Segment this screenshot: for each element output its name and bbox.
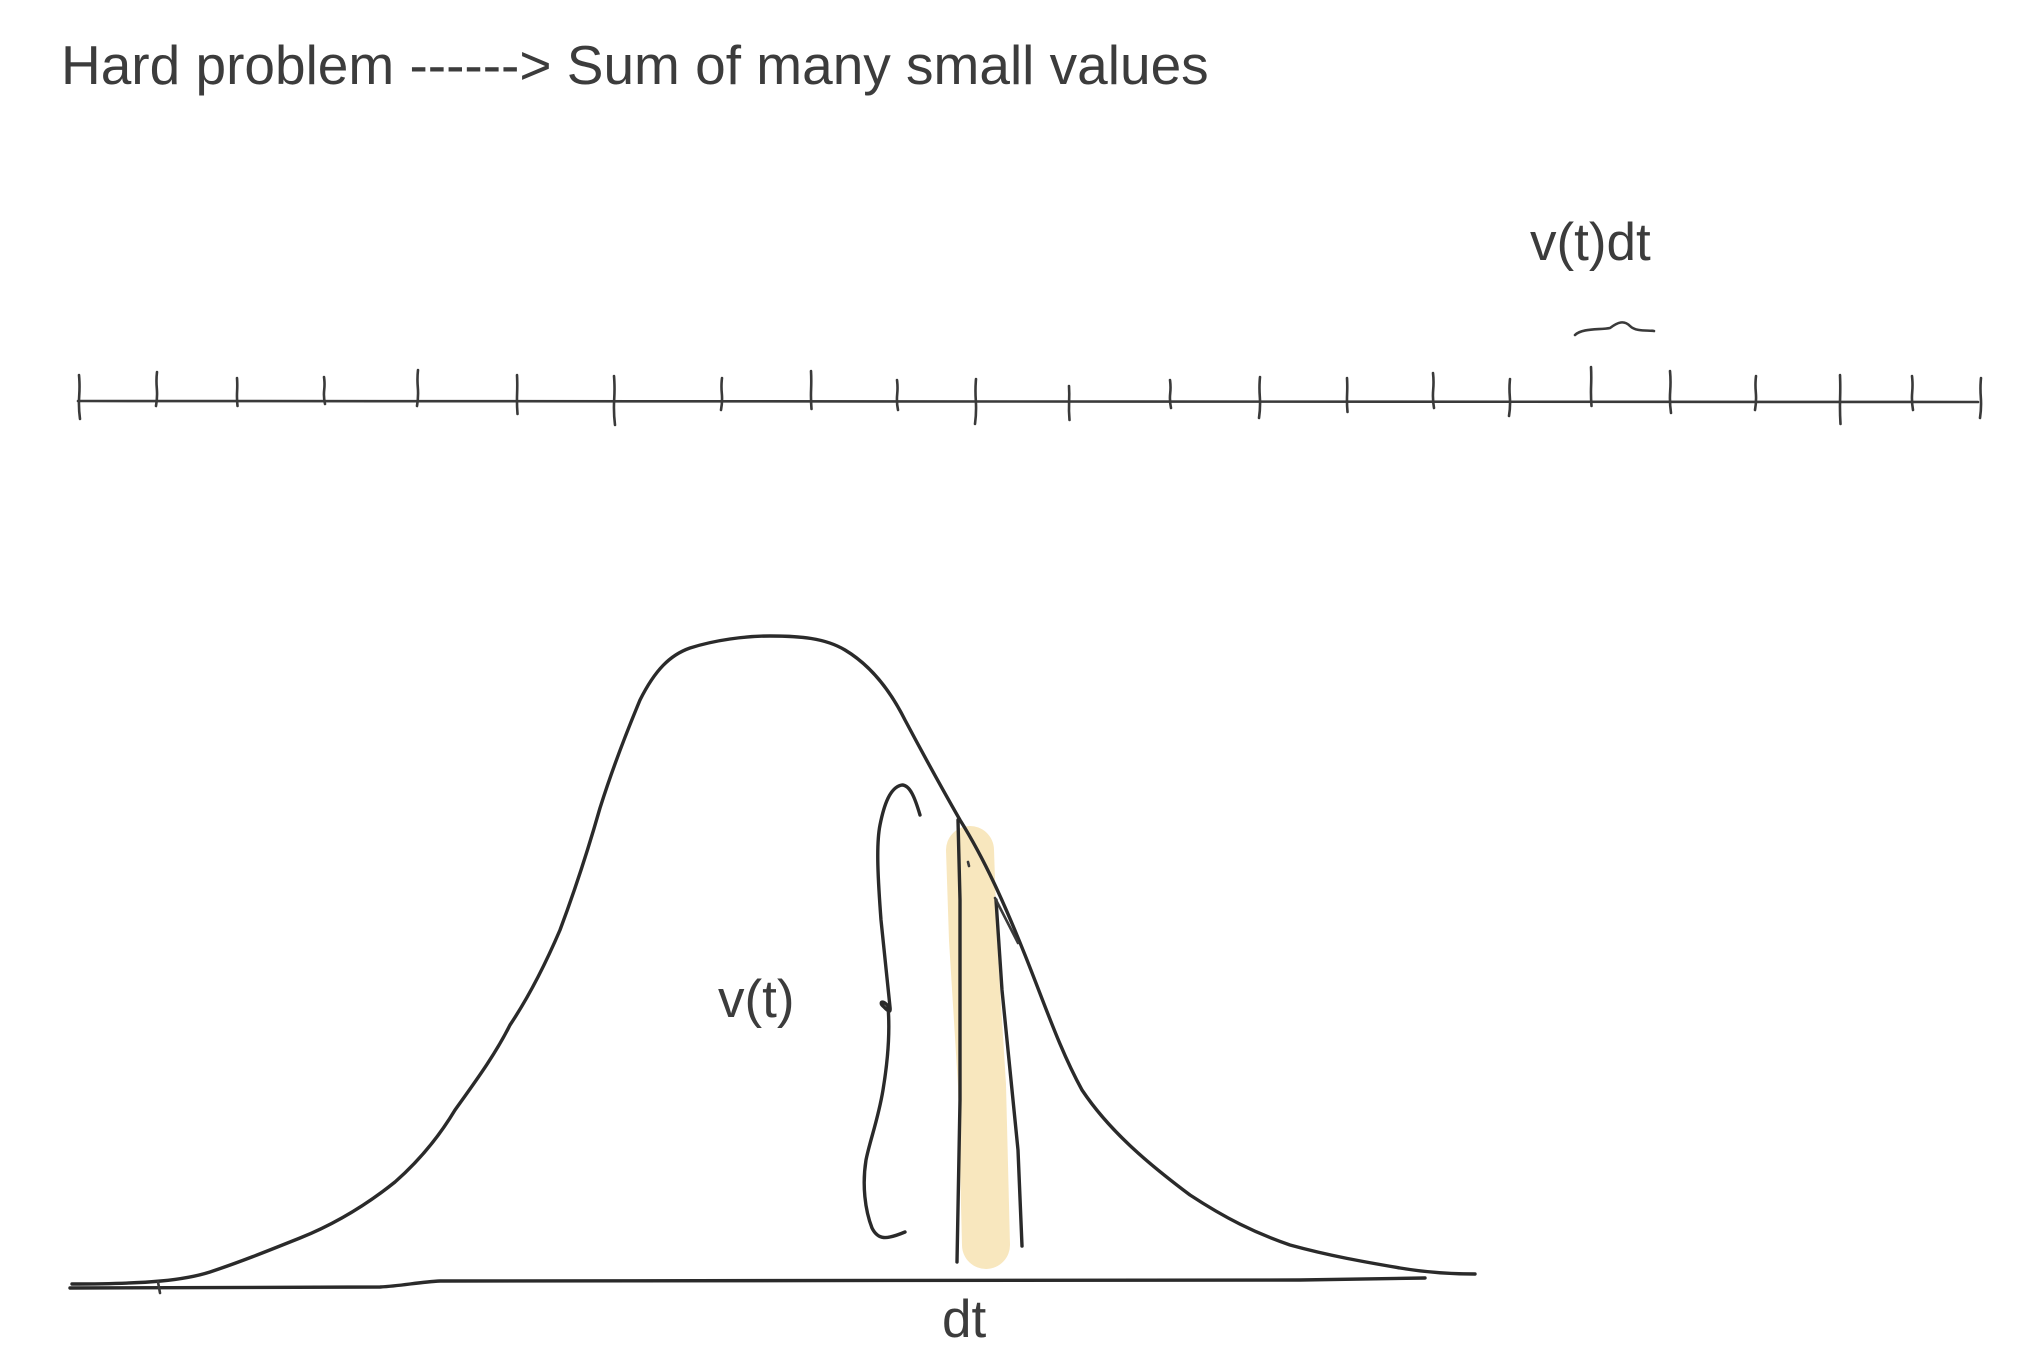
dt-label: dt (942, 1290, 986, 1349)
tick-mark (1589, 365, 1593, 408)
tick-marks (77, 365, 1983, 427)
tick-mark (895, 378, 900, 412)
tick-mark (1910, 374, 1915, 412)
baseline-cap (156, 1280, 162, 1295)
strip-cross-stroke (993, 896, 1020, 945)
number-line (76, 365, 1983, 427)
tick-mark (1507, 377, 1512, 418)
tick-mark (415, 368, 420, 408)
tick-mark (809, 369, 813, 411)
bell-curve (70, 634, 1477, 1286)
tick-mark (1257, 375, 1262, 420)
tick-mark (1753, 374, 1758, 412)
tick-mark (1838, 373, 1842, 426)
baseline (68, 1276, 1427, 1290)
tick-mark (1978, 376, 1983, 420)
highlighted-strip (946, 826, 1010, 1269)
vt-label: v(t) (718, 970, 795, 1029)
tick-mark (322, 375, 327, 406)
tick-mark (1168, 378, 1173, 410)
tick-mark (973, 377, 978, 426)
page-title: Hard problem ------> Sum of many small v… (61, 34, 1209, 96)
tick-mark (154, 370, 159, 408)
bracket-mark (1573, 321, 1656, 337)
tick-mark (1345, 376, 1349, 414)
number-line-axis (76, 399, 1980, 404)
strip-left-edge (955, 818, 962, 1264)
tick-mark (1431, 371, 1436, 410)
tick-mark (235, 376, 239, 408)
height-brace (862, 783, 922, 1240)
tick-mark (515, 373, 519, 416)
tick-mark (1668, 369, 1673, 415)
tick-mark (719, 376, 724, 412)
tick-mark (77, 373, 82, 421)
strip-right-edge (994, 898, 1024, 1248)
vtdt-label: v(t)dt (1530, 213, 1651, 272)
strip-dot (966, 860, 971, 868)
tick-mark (612, 374, 617, 427)
tick-mark (1067, 384, 1071, 422)
